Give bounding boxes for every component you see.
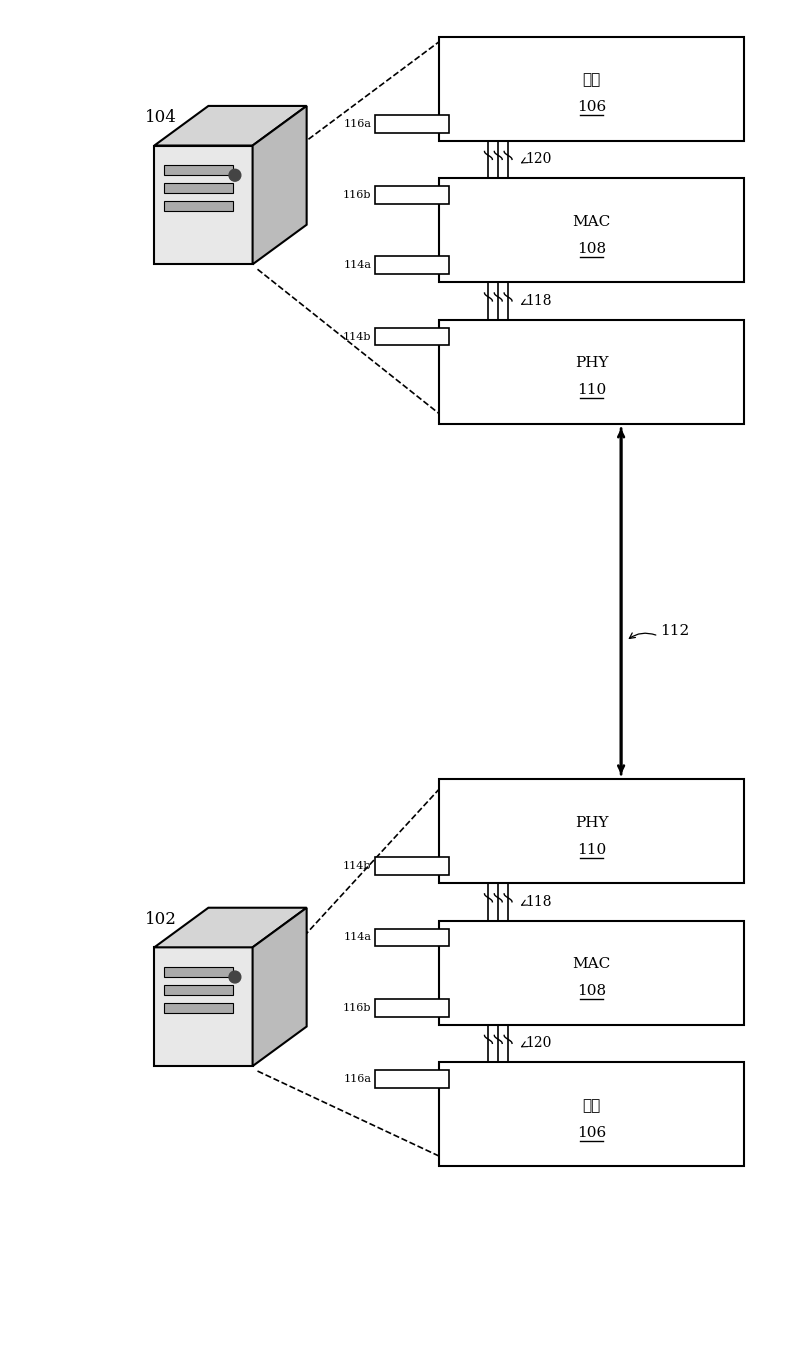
Polygon shape (253, 106, 306, 265)
Bar (439, 779, 744, 883)
Text: 主机: 主机 (582, 1098, 601, 1113)
Text: 104: 104 (145, 108, 176, 126)
Text: 108: 108 (577, 984, 606, 998)
Text: 114b: 114b (343, 332, 371, 341)
Bar (164, 166, 233, 175)
Bar (375, 857, 449, 875)
Text: 110: 110 (577, 384, 606, 398)
Text: MAC: MAC (573, 957, 610, 971)
Text: 118: 118 (526, 895, 552, 909)
Bar (375, 115, 449, 133)
Text: 118: 118 (526, 293, 552, 308)
Bar (375, 928, 449, 946)
Text: 116b: 116b (343, 1002, 371, 1013)
Text: 116b: 116b (343, 191, 371, 200)
Bar (164, 967, 233, 978)
Bar (375, 256, 449, 274)
Bar (439, 178, 744, 282)
Polygon shape (253, 908, 306, 1067)
Bar (375, 328, 449, 345)
Bar (439, 1063, 744, 1167)
Text: 120: 120 (526, 152, 552, 166)
Bar (154, 947, 253, 1067)
Text: MAC: MAC (573, 215, 610, 229)
Bar (439, 920, 744, 1024)
Text: 106: 106 (577, 1126, 606, 1139)
Bar (375, 186, 449, 204)
Text: 110: 110 (577, 843, 606, 857)
Text: 102: 102 (145, 910, 176, 928)
Text: 108: 108 (577, 241, 606, 256)
Bar (164, 184, 233, 193)
Text: 114b: 114b (343, 861, 371, 871)
Bar (439, 319, 744, 424)
Bar (375, 999, 449, 1017)
Polygon shape (154, 908, 306, 947)
Bar (154, 145, 253, 265)
Text: PHY: PHY (575, 816, 608, 829)
Bar (164, 202, 233, 211)
Text: 114a: 114a (343, 260, 371, 270)
Bar (164, 1002, 233, 1013)
Text: 116a: 116a (343, 119, 371, 129)
Bar (375, 1069, 449, 1087)
Polygon shape (154, 106, 306, 145)
Circle shape (229, 971, 241, 983)
Text: 112: 112 (660, 624, 690, 638)
Text: 106: 106 (577, 100, 606, 114)
Text: 主机: 主机 (582, 73, 601, 88)
Text: 120: 120 (526, 1036, 552, 1050)
Text: 116a: 116a (343, 1073, 371, 1084)
Bar (164, 984, 233, 995)
Text: 114a: 114a (343, 932, 371, 942)
Bar (439, 37, 744, 141)
Circle shape (229, 169, 241, 181)
Text: PHY: PHY (575, 356, 608, 370)
